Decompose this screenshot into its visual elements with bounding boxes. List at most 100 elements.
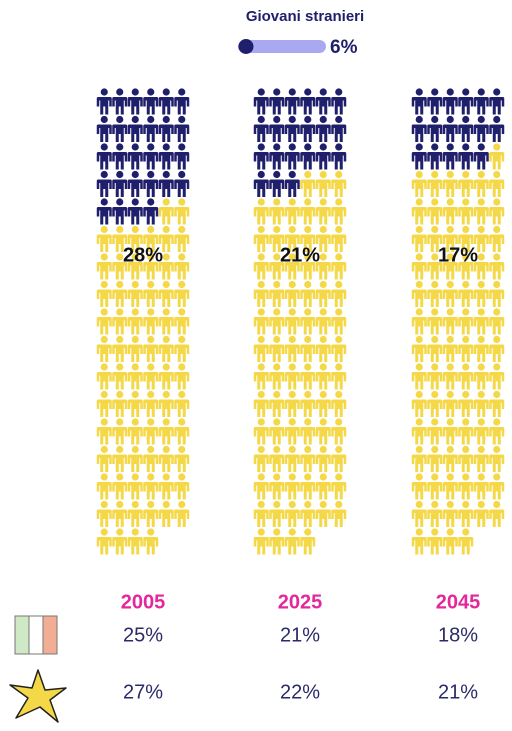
icon-head	[257, 418, 265, 426]
icon-head	[273, 225, 281, 234]
icon-body	[458, 97, 474, 115]
icon-body	[253, 427, 269, 445]
icon-body	[96, 97, 112, 115]
icon-head	[335, 363, 343, 371]
icon-head	[162, 308, 170, 316]
icon-head	[100, 88, 108, 96]
icon-body	[96, 454, 112, 472]
icon-body	[253, 97, 269, 115]
highlighted-icons	[411, 88, 505, 170]
icon-body	[411, 289, 427, 307]
icon-head	[431, 115, 439, 124]
icon-body	[315, 152, 331, 170]
table-cell: 25%	[123, 624, 163, 646]
icon-body	[143, 262, 159, 280]
icon-head	[431, 280, 439, 289]
icon-head	[100, 225, 108, 234]
icon-body	[143, 152, 159, 170]
icon-body	[143, 179, 159, 197]
icon-head	[335, 335, 343, 344]
icon-head	[319, 335, 327, 344]
icon-head	[288, 115, 296, 124]
icon-head	[288, 335, 296, 344]
icon-head	[477, 418, 485, 426]
icon-body	[442, 509, 458, 527]
icon-body	[112, 234, 128, 252]
icon-head	[446, 335, 454, 344]
icon-body	[331, 262, 347, 280]
icon-body	[112, 289, 128, 307]
icon-head	[319, 253, 327, 261]
icon-body	[269, 372, 285, 390]
icon-body	[489, 372, 505, 390]
icon-head	[131, 335, 139, 344]
icon-head	[431, 225, 439, 234]
icon-head	[304, 528, 312, 536]
icon-body	[315, 207, 331, 225]
icon-head	[446, 88, 454, 96]
icon-body	[158, 399, 174, 417]
icon-head	[335, 143, 343, 151]
icon-body	[315, 97, 331, 115]
icon-head	[493, 143, 501, 151]
icon-head	[162, 88, 170, 96]
icon-head	[415, 115, 423, 124]
icon-body	[315, 234, 331, 252]
icon-head	[415, 390, 423, 399]
icon-head	[147, 170, 155, 179]
icon-body	[427, 482, 443, 500]
icon-head	[116, 528, 124, 536]
icon-body	[458, 207, 474, 225]
icon-head	[116, 500, 124, 509]
icon-body	[269, 179, 285, 197]
icon-body	[315, 427, 331, 445]
icon-body	[127, 262, 143, 280]
icon-body	[127, 344, 143, 362]
icon-body	[158, 454, 174, 472]
icon-head	[147, 418, 155, 426]
icon-body	[284, 399, 300, 417]
icon-body	[158, 344, 174, 362]
icon-head	[462, 500, 470, 509]
icon-head	[116, 308, 124, 316]
icon-body	[174, 317, 190, 335]
icon-head	[288, 308, 296, 316]
icon-head	[446, 308, 454, 316]
icon-head	[304, 115, 312, 124]
icon-head	[319, 390, 327, 399]
icon-body	[284, 454, 300, 472]
table-cell: 22%	[280, 681, 320, 703]
icon-head	[462, 308, 470, 316]
icon-head	[288, 88, 296, 96]
icon-head	[462, 198, 470, 206]
icon-body	[284, 289, 300, 307]
icon-head	[273, 308, 281, 316]
icon-body	[253, 234, 269, 252]
icon-head	[100, 418, 108, 426]
icon-body	[411, 344, 427, 362]
icon-head	[477, 363, 485, 371]
icon-body	[331, 454, 347, 472]
icon-body	[489, 317, 505, 335]
icon-body	[253, 262, 269, 280]
icon-body	[442, 289, 458, 307]
icon-body	[143, 234, 159, 252]
icon-body	[411, 372, 427, 390]
icon-head	[131, 198, 139, 206]
icon-body	[315, 289, 331, 307]
icon-head	[477, 88, 485, 96]
icon-body	[174, 427, 190, 445]
icon-body	[427, 262, 443, 280]
icon-body	[427, 372, 443, 390]
icon-body	[253, 537, 269, 555]
icon-head	[462, 115, 470, 124]
icon-body	[300, 537, 316, 555]
icon-head	[335, 445, 343, 454]
icon-head	[462, 363, 470, 371]
icon-body	[127, 372, 143, 390]
icon-body	[269, 399, 285, 417]
icon-head	[477, 473, 485, 481]
year-label: 2005	[121, 591, 166, 613]
icon-head	[319, 280, 327, 289]
icon-body	[269, 289, 285, 307]
